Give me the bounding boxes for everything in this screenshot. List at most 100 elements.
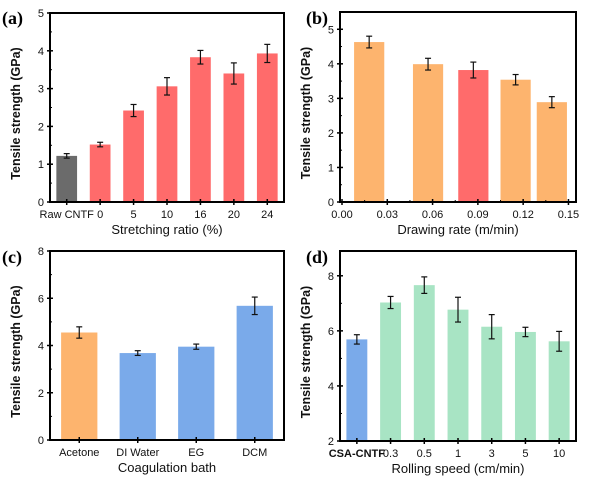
x-axis-title: Coagulation bath [118,460,216,475]
panel-b: (b) 0 1 2 3 4 5 0.00 0.03 0.06 0.09 0.12 0.15 Drawing… [299,8,579,237]
x-tick-label: 0.15 [558,209,579,221]
error-bar [193,343,200,350]
error-bar [97,141,104,148]
panel-label: (b) [306,8,328,29]
bar [156,86,178,202]
bar [413,285,435,441]
x-tick-label: 0.12 [512,209,533,221]
x-tick-label: 20 [228,209,240,221]
y-tick-label: 1 [328,162,334,174]
error-bar [197,49,204,65]
x-tick-label: 10 [553,448,565,460]
panel-a: (a) 0 1 2 3 4 5 Raw CNTF 0 5 10 16 20 24 Stretching ra… [2,8,285,237]
bar [346,339,368,441]
panel-label: (d) [306,247,328,268]
error-bar [488,314,495,340]
bar [89,144,111,202]
error-bar [470,61,477,79]
y-tick-label: 8 [328,271,334,283]
x-axis-title: Stretching ratio (%) [111,222,222,237]
y-tick-label: 2 [328,128,334,140]
y-tick-label: 6 [38,293,44,305]
error-bar [366,35,373,49]
error-bar [63,153,70,159]
y-axis-title: Tensile strength (GPa) [299,286,313,418]
bar [236,305,273,440]
bar [178,346,215,440]
y-tick-label: 4 [38,341,44,353]
bar [119,353,156,440]
y-tick-label: 3 [38,84,44,96]
x-tick-label: 3 [489,448,495,460]
y-axis-title: Tensile strength (GPa) [9,285,23,417]
x-axis-title: Rolling speed (cm/min) [392,461,525,476]
y-tick-label: 5 [38,8,44,20]
bar [256,53,278,202]
error-bar [512,73,519,86]
error-bar [548,96,555,109]
x-tick-label: 5 [131,209,137,221]
y-tick-label: 4 [38,46,44,58]
y-axis-title: Tensile strength (GPa) [299,47,313,179]
y-tick-label: 0 [38,197,44,209]
bar [412,64,444,202]
bar [123,110,144,202]
x-tick-label: 10 [161,209,173,221]
x-tick-label: DCM [242,447,267,459]
x-tick-label: 24 [261,209,273,221]
error-bar [134,350,141,357]
bar [61,332,98,440]
panel-label: (c) [2,247,22,268]
x-tick-label: 1 [455,448,461,460]
error-bar [251,296,258,316]
error-bar [387,295,394,310]
y-tick-label: 2 [38,121,44,133]
error-bar [130,103,137,118]
error-bar [230,62,237,85]
x-tick-label: EG [188,447,204,459]
error-bar [455,296,461,323]
bar [514,331,536,441]
bar [223,73,245,202]
x-tick-label: 0.3 [383,448,398,460]
x-tick-label: 0.00 [331,209,352,221]
error-bar [522,326,529,338]
y-axis-title: Tensile strength (GPa) [9,47,23,179]
error-bar [556,330,563,352]
x-tick-label: 0 [97,209,103,221]
panel-label: (a) [2,8,23,29]
panel-c: (c) 0 2 4 6 8 Acetone DI Water EG DCM Coagulation … [2,246,285,475]
bar [447,309,469,441]
x-tick-label: 5 [522,448,528,460]
y-tick-label: 4 [328,59,334,71]
error-bar [76,326,83,339]
x-tick-label: 0.5 [417,448,432,460]
bar [500,79,531,202]
x-tick-label: CSA-CNTF [329,448,385,460]
y-tick-label: 4 [328,381,334,393]
y-tick-label: 6 [328,326,334,338]
x-axis-title: Drawing rate (m/min) [397,222,518,237]
bar [380,302,402,441]
y-tick-label: 8 [38,246,44,258]
x-tick-label: 0.03 [377,209,398,221]
y-tick-label: 0 [328,197,334,209]
x-tick-label: Raw CNTF [40,209,95,221]
bar [354,42,385,202]
bar [56,155,78,202]
bar [190,57,211,203]
y-tick-label: 3 [328,93,334,105]
y-tick-label: 0 [38,435,44,447]
plot-frame [339,11,577,203]
bar [481,326,503,441]
x-tick-label: 0.06 [422,209,443,221]
error-bar [425,57,432,71]
bar [458,70,489,202]
error-bar [421,276,428,295]
y-tick-label: 5 [328,24,334,36]
error-bar [264,43,271,64]
x-tick-label: DI Water [116,447,159,459]
error-bar [353,334,360,345]
y-tick-label: 1 [38,159,44,171]
y-tick-label: 2 [328,436,334,448]
